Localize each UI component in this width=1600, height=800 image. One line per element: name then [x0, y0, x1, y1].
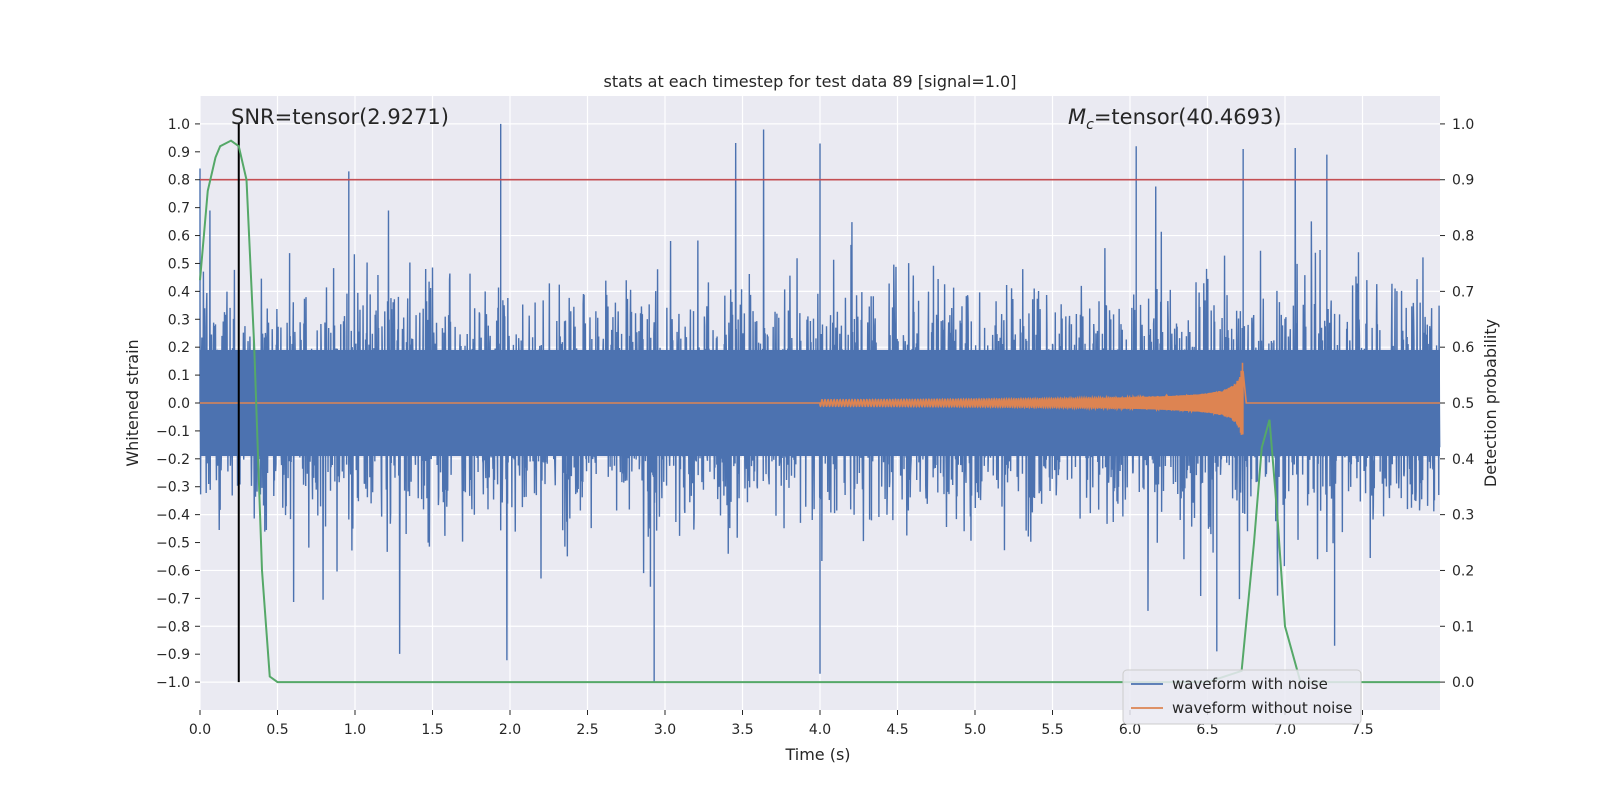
mc-value: =tensor(40.4693) — [1094, 105, 1282, 129]
x-tick-label: 3.5 — [731, 722, 753, 738]
chart-title: stats at each timestep for test data 89 … — [604, 72, 1017, 91]
y-right-tick-label: 0.7 — [1452, 284, 1474, 300]
clean-series — [200, 362, 1440, 435]
y-tick-label: 0.9 — [168, 145, 190, 161]
y-right-tick-label: 0.8 — [1452, 229, 1474, 245]
x-tick-label: 4.0 — [809, 722, 831, 738]
x-axis-label: Time (s) — [784, 745, 850, 764]
y-right-tick-label: 1.0 — [1452, 117, 1474, 133]
y-right-tick-label: 0.1 — [1452, 619, 1474, 635]
y-right-axis-label: Detection probability — [1481, 319, 1500, 487]
y-tick-label: −0.3 — [156, 480, 190, 496]
y-right-tick-label: 0.0 — [1452, 675, 1474, 691]
x-tick-label: 0.0 — [189, 722, 211, 738]
x-tick-label: 6.0 — [1119, 722, 1141, 738]
y-axis-label: Whitened strain — [123, 339, 142, 466]
y-tick-label: 0.0 — [168, 396, 190, 412]
legend-clean-label: waveform without noise — [1172, 699, 1352, 717]
y-tick-label: 0.3 — [168, 312, 190, 328]
y-tick-label: −0.8 — [156, 619, 190, 635]
y-tick-label: −0.4 — [156, 508, 190, 524]
legend-box — [1122, 669, 1362, 725]
y-tick-label: −0.7 — [156, 591, 190, 607]
y-tick-label: 0.1 — [168, 368, 190, 384]
y-tick-label: −1.0 — [156, 675, 190, 691]
detection-probability-line — [199, 139, 1440, 684]
y-right-tick-label: 0.9 — [1452, 173, 1474, 189]
noise-waveform-line — [199, 123, 1441, 683]
snr-annotation: SNR=tensor(2.9271) — [231, 105, 449, 129]
y-tick-label: −0.9 — [156, 647, 190, 663]
legend: waveform with noise waveform without noi… — [1122, 669, 1362, 725]
mc-symbol: M — [1068, 105, 1086, 129]
y-tick-label: −0.2 — [156, 452, 190, 468]
y-right-tick-label: 0.2 — [1452, 563, 1474, 579]
x-tick-label: 1.5 — [421, 722, 443, 738]
x-tick-label: 3.0 — [654, 722, 676, 738]
x-tick-label: 6.5 — [1196, 722, 1218, 738]
y-tick-label: −0.5 — [156, 536, 190, 552]
probability-series — [199, 139, 1440, 684]
x-tick-label: 2.0 — [499, 722, 521, 738]
mc-subscript: c — [1086, 117, 1094, 133]
x-tick-label: 7.5 — [1351, 722, 1373, 738]
y-right-tick-label: 0.3 — [1452, 508, 1474, 524]
y-tick-label: 0.6 — [168, 229, 190, 245]
clean-waveform-line — [200, 362, 1440, 435]
x-tick-label: 2.5 — [576, 722, 598, 738]
y-tick-label: −0.6 — [156, 563, 190, 579]
y-tick-label: 0.5 — [168, 256, 190, 272]
y-right-tick-label: 0.4 — [1452, 452, 1474, 468]
x-tick-label: 5.5 — [1041, 722, 1063, 738]
y-tick-label: 0.4 — [168, 284, 190, 300]
y-tick-label: 0.8 — [168, 173, 190, 189]
x-tick-label: 4.5 — [886, 722, 908, 738]
legend-noise-label: waveform with noise — [1172, 675, 1328, 693]
x-tick-label: 1.0 — [344, 722, 366, 738]
y-right-tick-label: 0.6 — [1452, 340, 1474, 356]
x-tick-label: 5.0 — [964, 722, 986, 738]
y-tick-label: −0.1 — [156, 424, 190, 440]
y-tick-label: 0.2 — [168, 340, 190, 356]
ticks: 0.0 0.5 1.0 1.5 2.0 2.5 3.0 3.5 4.0 4.5 5.0 5.5 6.0 6… — [156, 117, 1474, 738]
x-tick-label: 7.0 — [1274, 722, 1296, 738]
y-tick-label: 0.7 — [168, 201, 190, 217]
x-tick-label: 0.5 — [266, 722, 288, 738]
y-tick-label: 1.0 — [168, 117, 190, 133]
y-right-tick-label: 0.5 — [1452, 396, 1474, 412]
mc-annotation: Mc=tensor(40.4693) — [1068, 105, 1282, 133]
